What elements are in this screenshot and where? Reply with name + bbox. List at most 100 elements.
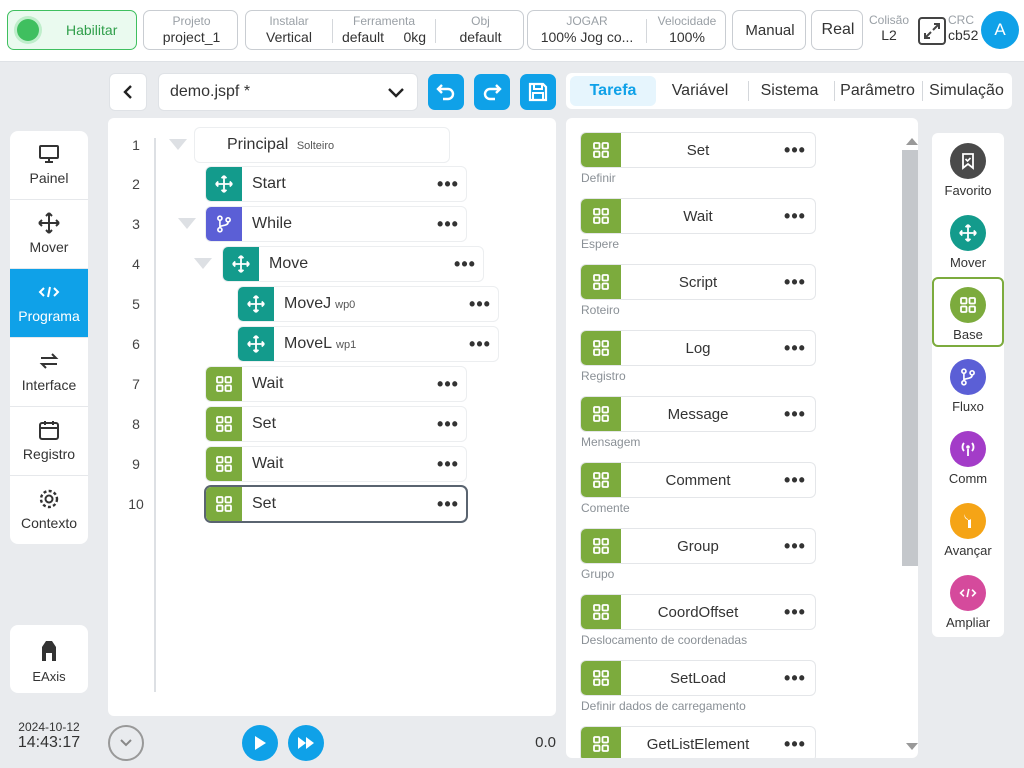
eaxis-button[interactable]: EAxis	[10, 625, 88, 693]
more-icon[interactable]: •••	[469, 333, 491, 354]
more-icon[interactable]: •••	[784, 667, 806, 688]
tree-node-movej[interactable]: MoveJ wp0 •••	[238, 287, 498, 321]
chevron-down-icon	[120, 739, 132, 747]
more-icon[interactable]: •••	[437, 373, 459, 394]
line-number: 1	[132, 137, 140, 153]
scrollbar[interactable]	[902, 136, 918, 756]
more-icon[interactable]: •••	[784, 403, 806, 424]
more-icon[interactable]: •••	[784, 733, 806, 754]
more-icon[interactable]: •••	[784, 139, 806, 160]
collapse-triangle-icon[interactable]	[194, 258, 212, 269]
more-icon[interactable]: •••	[437, 453, 459, 474]
palette-item[interactable]: SetLoad •••	[581, 661, 815, 695]
save-icon	[528, 82, 548, 102]
nav-item-painel[interactable]: Painel	[10, 131, 88, 200]
more-icon[interactable]: •••	[784, 271, 806, 292]
palette-item[interactable]: Log •••	[581, 331, 815, 365]
category-avanar[interactable]: Avançar	[932, 495, 1004, 565]
more-icon[interactable]: •••	[437, 493, 459, 514]
more-icon[interactable]: •••	[784, 601, 806, 622]
back-button[interactable]	[109, 73, 147, 111]
category-base[interactable]: Base	[932, 277, 1004, 347]
tab-sistema[interactable]: Sistema	[748, 81, 830, 101]
category-favorito[interactable]: Favorito	[932, 135, 1004, 205]
code-icon	[38, 286, 60, 298]
nav-item-interface[interactable]: Interface	[10, 338, 88, 407]
palette-item-label: Set	[686, 141, 710, 159]
palette-item[interactable]: Wait •••	[581, 199, 815, 233]
palette-item[interactable]: Comment •••	[581, 463, 815, 497]
avatar[interactable]: A	[981, 11, 1019, 49]
step-button[interactable]	[288, 725, 324, 761]
scroll-down-icon[interactable]	[905, 742, 918, 752]
tree-node-start[interactable]: Start •••	[206, 167, 466, 201]
more-icon[interactable]: •••	[437, 413, 459, 434]
tree-node-movel[interactable]: MoveL wp1 •••	[238, 327, 498, 361]
tree-node-set-selected[interactable]: Set •••	[206, 487, 466, 521]
scroll-thumb[interactable]	[902, 150, 918, 566]
file-select[interactable]: demo.jspf *	[158, 73, 418, 111]
tab-variavel[interactable]: Variável	[671, 82, 729, 99]
more-icon[interactable]: •••	[784, 205, 806, 226]
expand-down-button[interactable]	[108, 725, 144, 761]
more-icon[interactable]: •••	[469, 293, 491, 314]
more-icon[interactable]: •••	[437, 213, 459, 234]
palette-item-label: SetLoad	[670, 669, 726, 687]
node-label: Wait	[252, 455, 284, 472]
tab-parametro[interactable]: Parâmetro	[834, 81, 920, 101]
more-icon[interactable]: •••	[454, 253, 476, 274]
category-mover[interactable]: Mover	[932, 207, 1004, 277]
category-comm[interactable]: Comm	[932, 423, 1004, 493]
category-label: Comm	[948, 471, 988, 486]
category-bar: Favorito Mover Base Fluxo Comm Avançar Ampliar	[932, 133, 1004, 637]
category-fluxo[interactable]: Fluxo	[932, 351, 1004, 421]
palette-item[interactable]: Set •••	[581, 133, 815, 167]
palette-item[interactable]: GetListElement •••	[581, 727, 815, 758]
palette-item[interactable]: Group •••	[581, 529, 815, 563]
expand-icon[interactable]	[917, 16, 947, 46]
category-label: Fluxo	[952, 399, 984, 414]
collapse-triangle-icon[interactable]	[178, 218, 196, 229]
palette-item-desc: Definir dados de carregamento	[581, 699, 746, 713]
move-icon	[206, 167, 242, 201]
manual-button[interactable]: Manual	[732, 10, 806, 50]
palette-item[interactable]: Message •••	[581, 397, 815, 431]
grid-icon	[206, 407, 242, 441]
node-label: Start	[252, 175, 286, 192]
nav-label-registro: Registro	[22, 446, 76, 462]
tab-simulacao[interactable]: Simulação	[922, 81, 1010, 101]
collapse-triangle-icon[interactable]	[169, 139, 187, 150]
tree-node-while[interactable]: While •••	[206, 207, 466, 241]
tree-node-root[interactable]: Principal Solteiro	[195, 128, 449, 162]
palette-item[interactable]: CoordOffset •••	[581, 595, 815, 629]
tree-node-set[interactable]: Set •••	[206, 407, 466, 441]
tab-tarefa[interactable]: Tarefa	[570, 76, 656, 106]
real-button[interactable]: Real	[811, 10, 863, 50]
grid-icon	[581, 265, 621, 299]
tree-node-move[interactable]: Move •••	[223, 247, 483, 281]
nav-item-programa[interactable]: Programa	[10, 269, 88, 338]
nav-item-mover[interactable]: Mover	[10, 200, 88, 269]
move-icon	[223, 247, 259, 281]
grid-icon	[206, 367, 242, 401]
tree-node-wait[interactable]: Wait •••	[206, 447, 466, 481]
nav-item-registro[interactable]: Registro	[10, 407, 88, 476]
more-icon[interactable]: •••	[784, 469, 806, 490]
tool-box[interactable]: Instalar Vertical Ferramenta default 0kg…	[245, 10, 524, 50]
more-icon[interactable]: •••	[784, 535, 806, 556]
enable-toggle[interactable]: Habilitar	[7, 10, 137, 50]
play-button[interactable]	[242, 725, 278, 761]
save-button[interactable]	[520, 74, 556, 110]
scroll-up-icon[interactable]	[905, 136, 918, 146]
project-box[interactable]: Projeto project_1	[143, 10, 238, 50]
nav-item-contexto[interactable]: Contexto	[10, 476, 88, 544]
redo-button[interactable]	[474, 74, 510, 110]
jog-box[interactable]: JOGAR 100% Jog co... Velocidade 100%	[527, 10, 726, 50]
undo-button[interactable]	[428, 74, 464, 110]
more-icon[interactable]: •••	[437, 173, 459, 194]
more-icon[interactable]: •••	[784, 337, 806, 358]
palette-item[interactable]: Script •••	[581, 265, 815, 299]
tab-bar: Tarefa Variável Sistema Parâmetro Simula…	[566, 73, 1012, 109]
category-ampliar[interactable]: Ampliar	[932, 567, 1004, 637]
tree-node-wait[interactable]: Wait •••	[206, 367, 466, 401]
